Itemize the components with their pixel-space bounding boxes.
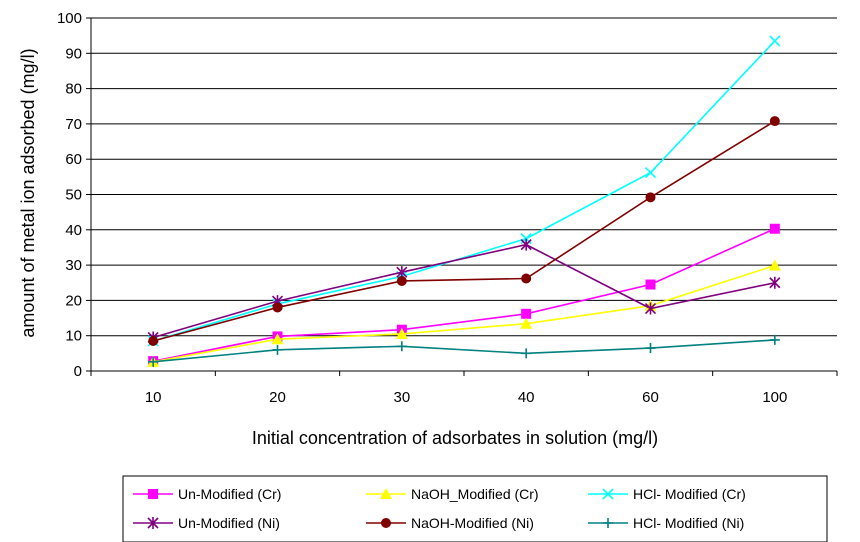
y-tick-label: 100 <box>57 10 82 27</box>
legend-label: HCl- Modified (Cr) <box>633 486 746 502</box>
data-point <box>602 488 614 500</box>
data-point <box>148 335 159 346</box>
data-point <box>769 334 780 345</box>
series-line <box>153 264 776 363</box>
data-point <box>645 192 656 203</box>
x-tick-label: 30 <box>393 389 410 406</box>
data-point <box>644 302 657 315</box>
y-tick-label: 0 <box>74 363 82 380</box>
y-tick-label: 40 <box>65 222 82 239</box>
x-axis-label: Initial concentration of adsorbates in s… <box>252 428 658 448</box>
legend-label: NaOH_Modified (Cr) <box>411 486 539 502</box>
series-3 <box>147 238 781 344</box>
data-point <box>272 344 283 355</box>
legend-label: HCl- Modified (Ni) <box>633 515 744 531</box>
y-tick-label: 70 <box>65 116 82 133</box>
data-point <box>396 275 407 286</box>
data-point <box>396 341 407 352</box>
x-tick-label: 60 <box>642 389 659 406</box>
legend-label: NaOH-Modified (Ni) <box>411 515 534 531</box>
series-line <box>152 120 776 342</box>
series-line <box>153 228 776 362</box>
legend-label: Un-Modified (Cr) <box>178 486 281 502</box>
legend-item: NaOH-Modified (Ni) <box>366 515 534 531</box>
y-tick-label: 10 <box>65 328 82 345</box>
data-point <box>520 238 532 251</box>
data-point <box>769 116 780 127</box>
series-line <box>152 243 775 339</box>
data-point <box>521 273 532 284</box>
legend: Un-Modified (Cr) NaOH_Modified (Cr) HCl- M… <box>122 475 828 542</box>
y-axis-label: amount of metal ion adsorbed (mg/l) <box>18 48 38 337</box>
gridlines <box>91 17 837 337</box>
series-4 <box>148 116 780 346</box>
data-point <box>645 343 656 354</box>
series-2 <box>147 35 781 347</box>
data-point <box>768 259 781 271</box>
data-point <box>395 327 408 339</box>
legend-item: Un-Modified (Cr) <box>133 486 281 502</box>
y-tick-label: 80 <box>65 81 82 98</box>
x-tick-label: 40 <box>518 389 535 406</box>
data-point <box>769 223 780 234</box>
series-1 <box>147 259 781 367</box>
y-tick-labels: 0 10 20 30 40 50 60 70 80 90 100 <box>57 10 82 380</box>
legend-label: Un-Modified (Ni) <box>178 515 280 531</box>
data-point <box>521 308 532 319</box>
data-point <box>148 489 158 499</box>
data-point <box>521 348 532 359</box>
legend-item: HCl- Modified (Cr) <box>588 486 746 502</box>
data-point <box>272 302 283 313</box>
legend-item: NaOH_Modified (Cr) <box>366 486 539 502</box>
data-point <box>603 518 613 528</box>
data-point <box>147 517 159 529</box>
data-point <box>380 488 392 499</box>
data-point <box>148 356 159 367</box>
legend-item: HCl- Modified (Ni) <box>588 515 744 531</box>
x-tick-label: 20 <box>269 389 286 406</box>
data-point <box>644 167 657 179</box>
legend-item: Un-Modified (Ni) <box>133 515 280 531</box>
y-tick-label: 30 <box>65 257 82 274</box>
series-line <box>153 339 775 363</box>
x-tick-labels: 10 20 30 40 60 100 <box>145 389 788 406</box>
data-point <box>520 317 533 329</box>
series-lines <box>147 35 781 367</box>
y-tick-label: 50 <box>65 187 82 204</box>
y-tick-label: 90 <box>65 45 82 62</box>
legend-box <box>122 475 828 542</box>
y-tick-label: 20 <box>65 292 82 309</box>
data-point <box>769 35 781 47</box>
series-5 <box>148 334 780 367</box>
data-point <box>769 276 781 289</box>
data-point <box>271 333 284 345</box>
axes <box>86 17 838 376</box>
series-line <box>152 40 776 342</box>
x-tick-label: 10 <box>145 389 162 406</box>
x-tick-label: 100 <box>762 389 787 406</box>
data-point <box>381 518 391 528</box>
data-point <box>645 279 656 290</box>
y-tick-label: 60 <box>65 151 82 168</box>
